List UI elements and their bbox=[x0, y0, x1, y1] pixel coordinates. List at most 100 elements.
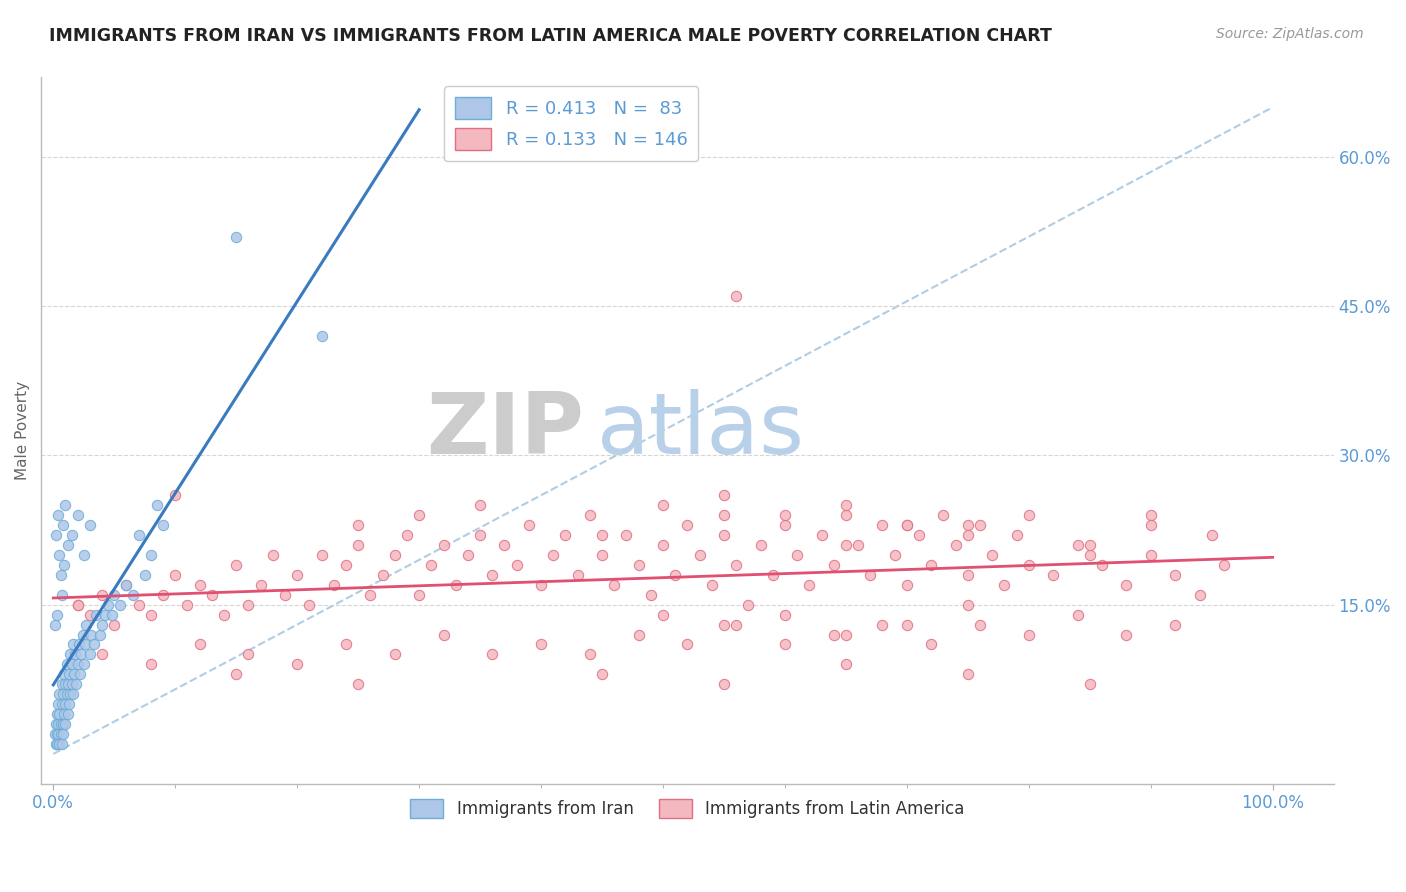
Point bbox=[335, 558, 357, 572]
Point bbox=[737, 598, 759, 612]
Point bbox=[823, 558, 845, 572]
Point bbox=[1078, 538, 1101, 552]
Point bbox=[1188, 588, 1211, 602]
Point bbox=[89, 627, 111, 641]
Point bbox=[311, 329, 333, 343]
Point bbox=[79, 518, 101, 533]
Point bbox=[1018, 627, 1040, 641]
Point bbox=[165, 488, 187, 502]
Point bbox=[664, 567, 686, 582]
Point bbox=[1018, 508, 1040, 523]
Point bbox=[652, 607, 675, 622]
Point bbox=[762, 567, 785, 582]
Point bbox=[676, 518, 699, 533]
Point bbox=[773, 518, 796, 533]
Point bbox=[55, 717, 77, 731]
Point bbox=[45, 528, 67, 542]
Point bbox=[579, 648, 602, 662]
Point bbox=[1212, 558, 1234, 572]
Point bbox=[640, 588, 662, 602]
Point bbox=[115, 578, 138, 592]
Point bbox=[823, 627, 845, 641]
Point bbox=[79, 607, 101, 622]
Point bbox=[298, 598, 321, 612]
Point bbox=[70, 648, 93, 662]
Point bbox=[66, 657, 89, 672]
Point bbox=[56, 538, 79, 552]
Point bbox=[603, 578, 626, 592]
Point bbox=[59, 687, 82, 701]
Point bbox=[46, 727, 69, 741]
Point bbox=[128, 528, 150, 542]
Point bbox=[920, 558, 942, 572]
Point bbox=[395, 528, 418, 542]
Point bbox=[773, 637, 796, 651]
Point bbox=[347, 538, 370, 552]
Point bbox=[45, 737, 67, 751]
Point bbox=[969, 617, 991, 632]
Point bbox=[56, 677, 79, 691]
Point bbox=[44, 727, 66, 741]
Point bbox=[530, 578, 553, 592]
Point bbox=[1139, 508, 1161, 523]
Point bbox=[956, 528, 979, 542]
Text: IMMIGRANTS FROM IRAN VS IMMIGRANTS FROM LATIN AMERICA MALE POVERTY CORRELATION C: IMMIGRANTS FROM IRAN VS IMMIGRANTS FROM … bbox=[49, 27, 1052, 45]
Point bbox=[713, 677, 735, 691]
Point bbox=[225, 667, 247, 681]
Point bbox=[63, 667, 86, 681]
Point bbox=[48, 687, 70, 701]
Point bbox=[52, 717, 75, 731]
Point bbox=[359, 588, 381, 602]
Point bbox=[51, 697, 73, 711]
Text: Source: ZipAtlas.com: Source: ZipAtlas.com bbox=[1216, 27, 1364, 41]
Point bbox=[48, 548, 70, 562]
Point bbox=[652, 538, 675, 552]
Legend: Immigrants from Iran, Immigrants from Latin America: Immigrants from Iran, Immigrants from La… bbox=[404, 792, 972, 825]
Point bbox=[481, 648, 503, 662]
Point bbox=[579, 508, 602, 523]
Point bbox=[494, 538, 516, 552]
Point bbox=[73, 637, 96, 651]
Point bbox=[347, 518, 370, 533]
Point bbox=[554, 528, 576, 542]
Point bbox=[883, 548, 905, 562]
Point bbox=[73, 548, 96, 562]
Point bbox=[835, 508, 858, 523]
Point bbox=[371, 567, 394, 582]
Point bbox=[591, 528, 613, 542]
Point bbox=[627, 627, 650, 641]
Point bbox=[1005, 528, 1028, 542]
Point bbox=[932, 508, 955, 523]
Point bbox=[58, 697, 80, 711]
Point bbox=[1078, 548, 1101, 562]
Point bbox=[713, 488, 735, 502]
Point bbox=[46, 607, 69, 622]
Point bbox=[713, 528, 735, 542]
Text: atlas: atlas bbox=[598, 389, 804, 472]
Point bbox=[835, 627, 858, 641]
Point bbox=[285, 567, 308, 582]
Point bbox=[55, 677, 77, 691]
Point bbox=[55, 697, 77, 711]
Point bbox=[152, 518, 174, 533]
Point bbox=[249, 578, 271, 592]
Point bbox=[93, 607, 115, 622]
Point bbox=[58, 667, 80, 681]
Point bbox=[420, 558, 443, 572]
Point bbox=[969, 518, 991, 533]
Point bbox=[384, 648, 406, 662]
Point bbox=[56, 707, 79, 722]
Point bbox=[1164, 567, 1187, 582]
Point bbox=[53, 667, 76, 681]
Point bbox=[146, 498, 169, 512]
Point bbox=[725, 558, 748, 572]
Point bbox=[97, 598, 120, 612]
Point bbox=[238, 598, 260, 612]
Point bbox=[62, 637, 84, 651]
Point bbox=[79, 648, 101, 662]
Point bbox=[152, 588, 174, 602]
Point bbox=[725, 617, 748, 632]
Point bbox=[59, 648, 82, 662]
Point bbox=[956, 667, 979, 681]
Point bbox=[65, 648, 87, 662]
